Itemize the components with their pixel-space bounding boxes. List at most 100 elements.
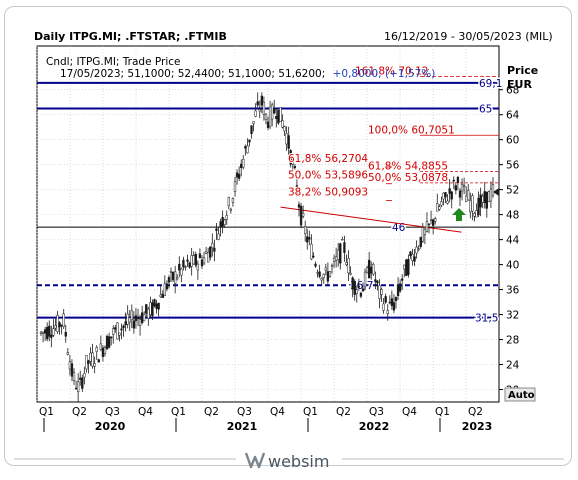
candle-body bbox=[70, 363, 74, 377]
candle-body bbox=[273, 108, 276, 114]
candle-body bbox=[361, 288, 365, 292]
candle-body bbox=[353, 280, 356, 295]
candle-body bbox=[62, 313, 65, 327]
candle-body bbox=[182, 259, 185, 268]
price-axis-label: Price bbox=[507, 64, 538, 77]
candle-body bbox=[46, 327, 49, 340]
candle-body bbox=[151, 302, 154, 317]
candle-body bbox=[322, 273, 325, 279]
candle-body bbox=[140, 312, 144, 324]
candle-body bbox=[58, 322, 61, 328]
candle-body bbox=[130, 310, 133, 320]
x-year-label: 2022 bbox=[359, 420, 390, 433]
candle-body bbox=[107, 336, 111, 348]
candle-body bbox=[85, 354, 88, 370]
x-tick-label: Q3 bbox=[105, 406, 120, 418]
candle-body bbox=[97, 359, 100, 363]
candle-body bbox=[126, 313, 129, 325]
x-tick-label: Q1 bbox=[303, 406, 318, 418]
candle-body bbox=[281, 120, 284, 128]
auto-button[interactable] bbox=[504, 387, 536, 402]
candle-body bbox=[398, 283, 402, 292]
buy-arrow-icon bbox=[452, 208, 466, 221]
y-tick-label: 32 bbox=[506, 310, 519, 322]
candle-body bbox=[440, 201, 443, 206]
candle-body bbox=[411, 253, 414, 262]
y-tick-label: 64 bbox=[506, 110, 520, 122]
candle-body bbox=[485, 191, 488, 209]
candle-body bbox=[479, 194, 482, 208]
candle-body bbox=[357, 286, 360, 288]
candle-body bbox=[79, 377, 82, 380]
candle-body bbox=[403, 264, 406, 270]
candle-body bbox=[304, 226, 307, 234]
candle-body bbox=[345, 262, 348, 266]
candle-body bbox=[425, 221, 429, 232]
candle-body bbox=[143, 314, 146, 322]
candle-body bbox=[60, 324, 63, 327]
fibonacci-levels: 161,8% 70,12 100,0% 60,7051 61,8% 54,88555… bbox=[287, 65, 499, 201]
candle-body bbox=[423, 229, 427, 235]
candle-body bbox=[149, 302, 152, 315]
legend-box bbox=[42, 53, 306, 81]
candle-body bbox=[81, 377, 84, 389]
candle-body bbox=[301, 212, 305, 217]
candle-body bbox=[190, 255, 193, 267]
y-tick-label: 24 bbox=[506, 360, 520, 372]
y-tick-label: 36 bbox=[506, 285, 520, 297]
x-tick-label: Q3 bbox=[237, 406, 252, 418]
candle-body bbox=[431, 219, 435, 226]
candle-body bbox=[209, 246, 212, 258]
candle-body bbox=[250, 125, 253, 134]
candle-body bbox=[48, 325, 51, 337]
candles bbox=[39, 92, 499, 402]
candle-body bbox=[229, 208, 233, 211]
candle-body bbox=[277, 109, 280, 124]
x-tick-label: Q4 bbox=[138, 406, 153, 418]
legend-line1: Cndl; ITPG.MI; Trade Price bbox=[46, 56, 181, 68]
candle-body bbox=[110, 336, 113, 339]
candle-body bbox=[174, 271, 177, 284]
candle-body bbox=[192, 255, 195, 265]
candle-body bbox=[458, 190, 462, 198]
candle-body bbox=[240, 163, 243, 168]
candle-body bbox=[155, 303, 158, 309]
candle-body bbox=[171, 271, 175, 281]
candle-body bbox=[359, 292, 363, 297]
candle-body bbox=[128, 317, 131, 323]
candle-body bbox=[275, 116, 278, 119]
candle-body bbox=[43, 329, 47, 334]
candle-body bbox=[91, 352, 94, 367]
candle-body bbox=[200, 259, 204, 267]
candle-body bbox=[219, 221, 222, 228]
x-tick-label: Q1 bbox=[171, 406, 186, 418]
candle-body bbox=[153, 299, 156, 307]
candle-body bbox=[103, 347, 107, 354]
candle-body bbox=[248, 139, 251, 143]
candle-body bbox=[417, 248, 420, 250]
candle-body bbox=[95, 347, 98, 352]
candle-body bbox=[147, 308, 150, 319]
candle-body bbox=[343, 242, 346, 253]
candle-body bbox=[254, 110, 257, 117]
y-tick-label: 56 bbox=[506, 160, 520, 172]
y-tick-label: 48 bbox=[506, 210, 519, 222]
candle-body bbox=[256, 101, 259, 106]
candle-body bbox=[198, 253, 202, 259]
candle-body bbox=[388, 301, 391, 304]
candle-body bbox=[471, 195, 474, 212]
candle-body bbox=[221, 217, 224, 227]
candle-body bbox=[244, 146, 247, 149]
x-axis: Q1 Q2 Q3 Q4 Q1 Q2 Q3 Q4 Q1 Q2 Q3 Q4 Q1 Q2 2020 2021 2022… bbox=[39, 406, 492, 433]
candle-body bbox=[376, 280, 379, 284]
candle-body bbox=[326, 271, 330, 282]
candle-body bbox=[454, 185, 457, 191]
candle-body bbox=[196, 263, 200, 271]
candle-body bbox=[374, 279, 377, 282]
candle-body bbox=[186, 259, 189, 262]
auto-button-label: Auto bbox=[508, 390, 535, 401]
candle-body bbox=[436, 203, 439, 212]
last-price-marker bbox=[493, 188, 499, 197]
